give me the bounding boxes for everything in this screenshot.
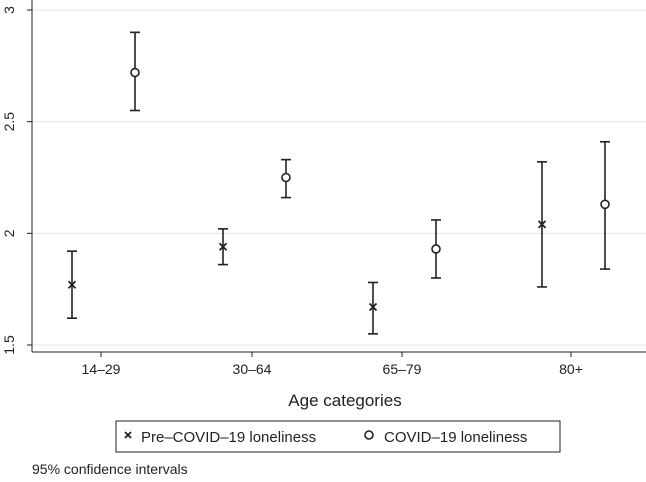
- circle-marker-series1-0: [130, 67, 140, 78]
- y-tick-label-1: 2: [1, 229, 17, 237]
- x-tick-labels: 14–29 30–64 65–79 80+: [82, 361, 583, 377]
- gridlines: [32, 9, 646, 346]
- y-tick-labels: 1.5 2 2.5 3: [1, 6, 17, 355]
- x-marker-b-series0-3: [537, 220, 547, 229]
- point-series1-2: [431, 219, 441, 279]
- x-marker-b-series0-0: [67, 280, 77, 289]
- circle-marker-series1-2: [431, 244, 441, 254]
- x-tick-label-0: 14–29: [82, 361, 121, 377]
- point-series1-0: [130, 31, 140, 112]
- y-tick-label-0: 1.5: [1, 335, 17, 355]
- point-series1-3: [600, 140, 610, 270]
- legend-marker-covid: [364, 430, 374, 440]
- legend-box: [115, 420, 561, 453]
- legend-label-pre-covid: Pre–COVID–19 loneliness: [141, 429, 316, 446]
- circle-marker-series1-3: [600, 199, 610, 210]
- x-tick-label-2: 65–79: [383, 361, 422, 377]
- data-marks: [67, 31, 610, 335]
- point-series1-1: [281, 158, 291, 199]
- x-marker-b-series0-1: [218, 242, 228, 251]
- point-series0-3: [537, 161, 547, 288]
- x-axis-title: Age categories: [288, 391, 401, 410]
- axes: [27, 0, 646, 357]
- legend-marker-pre-covid: [124, 431, 132, 439]
- legend-label-covid: COVID–19 loneliness: [384, 429, 527, 446]
- y-tick-label-2: 2.5: [1, 112, 17, 132]
- point-series0-2: [368, 281, 378, 335]
- confidence-note: 95% confidence intervals: [32, 461, 188, 477]
- point-series0-1: [218, 228, 228, 266]
- circle-marker-series1-1: [281, 172, 291, 183]
- x-marker-b-series0-2: [368, 302, 378, 312]
- point-series0-0: [67, 250, 77, 320]
- legend: Pre–COVID–19 loneliness COVID–19 lonelin…: [115, 420, 561, 453]
- x-tick-label-3: 80+: [559, 361, 583, 377]
- y-tick-label-3: 3: [1, 6, 17, 14]
- x-tick-label-1: 30–64: [233, 361, 272, 377]
